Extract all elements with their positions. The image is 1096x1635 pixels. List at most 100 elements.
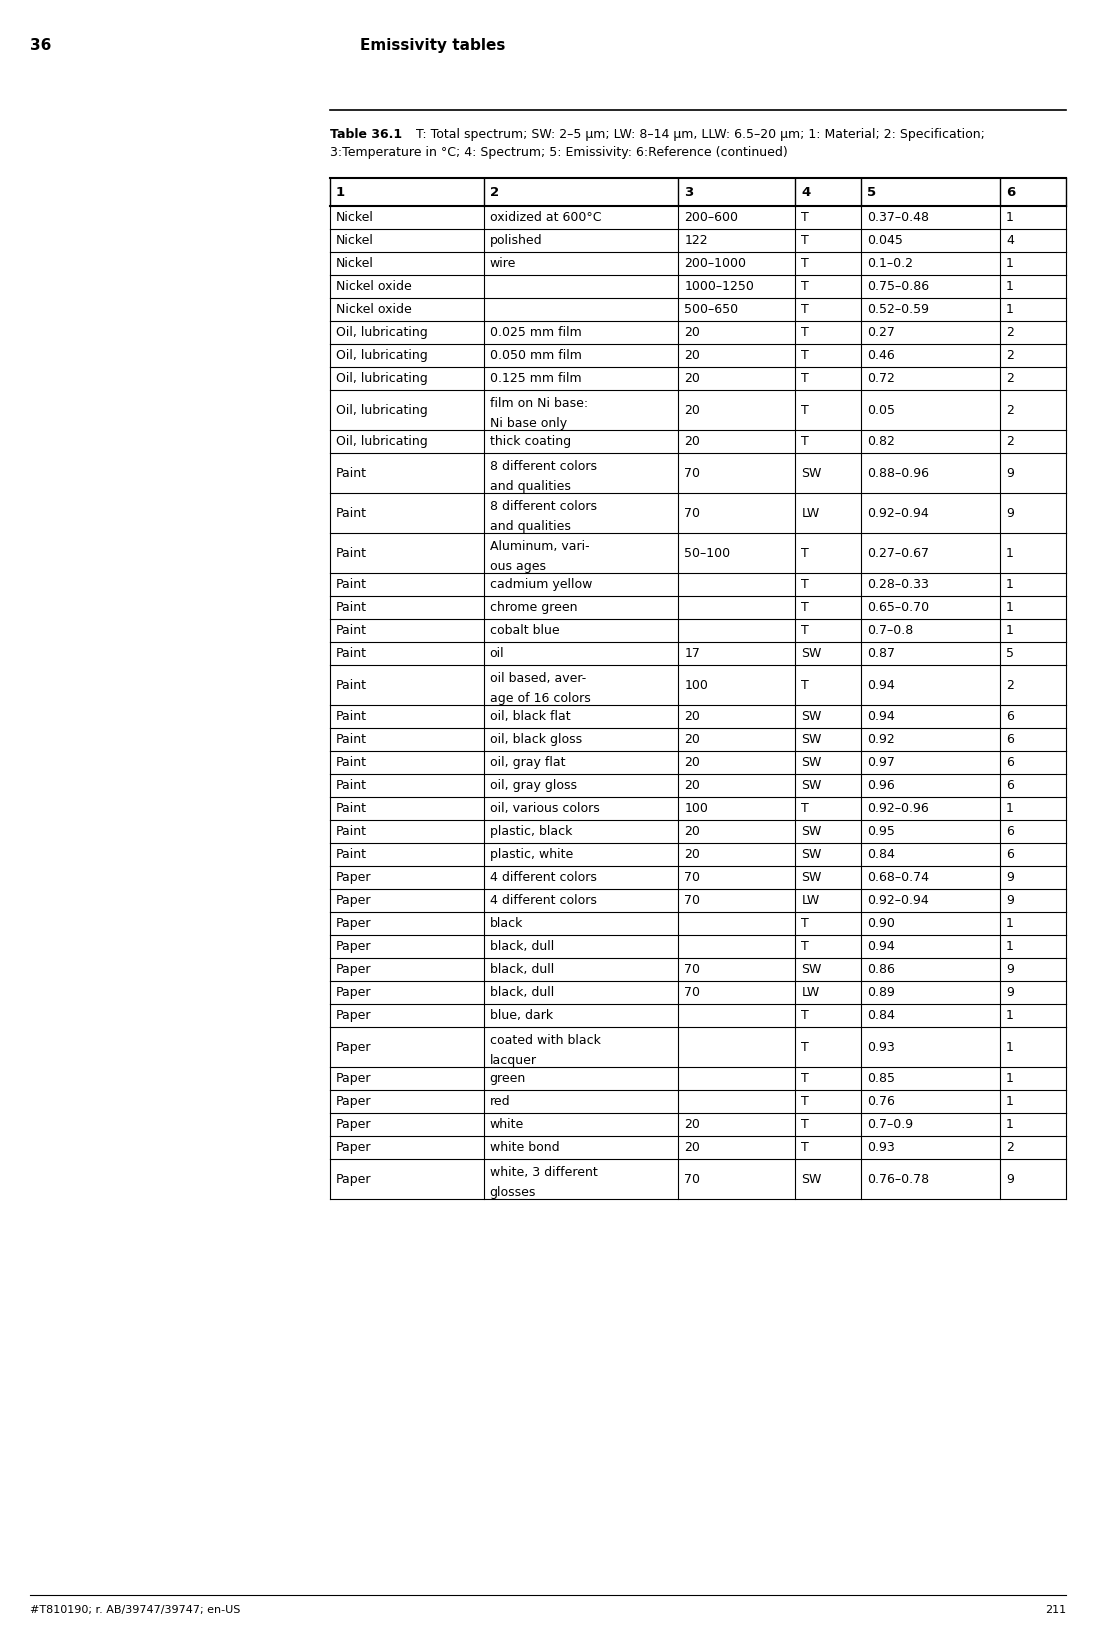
- Text: 36: 36: [30, 38, 52, 52]
- Text: Oil, lubricating: Oil, lubricating: [336, 348, 427, 361]
- Text: 6: 6: [1006, 755, 1014, 768]
- Text: 2: 2: [1006, 435, 1014, 448]
- Text: Oil, lubricating: Oil, lubricating: [336, 435, 427, 448]
- Text: Oil, lubricating: Oil, lubricating: [336, 373, 427, 384]
- Text: Paint: Paint: [336, 647, 367, 661]
- Text: oil based, aver-: oil based, aver-: [490, 672, 586, 685]
- Text: Paper: Paper: [336, 894, 372, 907]
- Text: LW: LW: [801, 507, 820, 520]
- Text: 70: 70: [684, 986, 700, 999]
- Text: T: T: [801, 625, 809, 638]
- Text: SW: SW: [801, 1172, 822, 1185]
- Text: ous ages: ous ages: [490, 561, 546, 572]
- Text: Nickel: Nickel: [336, 234, 374, 247]
- Text: 70: 70: [684, 507, 700, 520]
- Text: cadmium yellow: cadmium yellow: [490, 579, 592, 590]
- Text: 4: 4: [801, 185, 811, 198]
- Text: T: T: [801, 325, 809, 338]
- Text: T: T: [801, 1040, 809, 1053]
- Text: 20: 20: [684, 404, 700, 417]
- Text: 0.85: 0.85: [867, 1073, 895, 1086]
- Text: oxidized at 600°C: oxidized at 600°C: [490, 211, 601, 224]
- Text: 0.89: 0.89: [867, 986, 895, 999]
- Text: T: T: [801, 373, 809, 384]
- Text: 5: 5: [1006, 647, 1014, 661]
- Text: 20: 20: [684, 373, 700, 384]
- Text: 70: 70: [684, 466, 700, 479]
- Text: 0.1–0.2: 0.1–0.2: [867, 257, 913, 270]
- Text: and qualities: and qualities: [490, 520, 571, 533]
- Text: 6: 6: [1006, 778, 1014, 791]
- Text: 6: 6: [1006, 732, 1014, 746]
- Text: 0.050 mm film: 0.050 mm film: [490, 348, 582, 361]
- Text: 211: 211: [1044, 1606, 1066, 1615]
- Text: 9: 9: [1006, 986, 1014, 999]
- Text: red: red: [490, 1095, 511, 1109]
- Text: T: T: [801, 302, 809, 316]
- Text: 70: 70: [684, 894, 700, 907]
- Text: 20: 20: [684, 849, 700, 862]
- Text: T: T: [801, 803, 809, 814]
- Text: 9: 9: [1006, 1172, 1014, 1185]
- Text: oil, various colors: oil, various colors: [490, 803, 600, 814]
- Text: 0.90: 0.90: [867, 917, 895, 930]
- Text: Paint: Paint: [336, 546, 367, 559]
- Text: 1: 1: [1006, 257, 1014, 270]
- Text: Oil, lubricating: Oil, lubricating: [336, 404, 427, 417]
- Text: lacquer: lacquer: [490, 1055, 537, 1068]
- Text: 1: 1: [1006, 625, 1014, 638]
- Text: 0.94: 0.94: [867, 710, 895, 723]
- Text: Paint: Paint: [336, 466, 367, 479]
- Text: T: T: [801, 579, 809, 590]
- Text: oil, black flat: oil, black flat: [490, 710, 570, 723]
- Text: 1: 1: [1006, 917, 1014, 930]
- Text: 0.84: 0.84: [867, 849, 895, 862]
- Text: cobalt blue: cobalt blue: [490, 625, 559, 638]
- Text: 100: 100: [684, 679, 708, 692]
- Text: Nickel oxide: Nickel oxide: [336, 302, 412, 316]
- Text: black: black: [490, 917, 523, 930]
- Text: 20: 20: [684, 710, 700, 723]
- Text: 1: 1: [1006, 602, 1014, 615]
- Text: SW: SW: [801, 647, 822, 661]
- Text: 0.125 mm film: 0.125 mm film: [490, 373, 581, 384]
- Text: Paper: Paper: [336, 1040, 372, 1053]
- Text: 0.65–0.70: 0.65–0.70: [867, 602, 929, 615]
- Text: 500–650: 500–650: [684, 302, 739, 316]
- Text: 200–600: 200–600: [684, 211, 739, 224]
- Text: T: T: [801, 348, 809, 361]
- Text: Paper: Paper: [336, 986, 372, 999]
- Text: age of 16 colors: age of 16 colors: [490, 692, 591, 705]
- Text: 0.72: 0.72: [867, 373, 895, 384]
- Text: 0.94: 0.94: [867, 679, 895, 692]
- Text: 0.045: 0.045: [867, 234, 903, 247]
- Text: 1: 1: [1006, 1009, 1014, 1022]
- Text: 70: 70: [684, 1172, 700, 1185]
- Text: SW: SW: [801, 871, 822, 885]
- Text: black, dull: black, dull: [490, 940, 553, 953]
- Text: 2: 2: [1006, 1141, 1014, 1154]
- Text: T: T: [801, 602, 809, 615]
- Text: Paint: Paint: [336, 602, 367, 615]
- Text: 0.95: 0.95: [867, 826, 895, 839]
- Text: thick coating: thick coating: [490, 435, 571, 448]
- Text: 0.75–0.86: 0.75–0.86: [867, 280, 929, 293]
- Text: Paint: Paint: [336, 803, 367, 814]
- Text: white bond: white bond: [490, 1141, 559, 1154]
- Text: 1: 1: [1006, 211, 1014, 224]
- Text: 0.37–0.48: 0.37–0.48: [867, 211, 929, 224]
- Text: 0.27: 0.27: [867, 325, 895, 338]
- Text: glosses: glosses: [490, 1185, 536, 1198]
- Text: T: T: [801, 940, 809, 953]
- Text: Paint: Paint: [336, 710, 367, 723]
- Text: film on Ni base:: film on Ni base:: [490, 397, 587, 410]
- Text: 3: 3: [684, 185, 694, 198]
- Text: plastic, white: plastic, white: [490, 849, 573, 862]
- Text: 8 different colors: 8 different colors: [490, 459, 596, 473]
- Text: 50–100: 50–100: [684, 546, 730, 559]
- Text: Table 36.1: Table 36.1: [330, 128, 402, 141]
- Text: LW: LW: [801, 986, 820, 999]
- Text: Paint: Paint: [336, 507, 367, 520]
- Text: white, 3 different: white, 3 different: [490, 1166, 597, 1179]
- Text: T: T: [801, 234, 809, 247]
